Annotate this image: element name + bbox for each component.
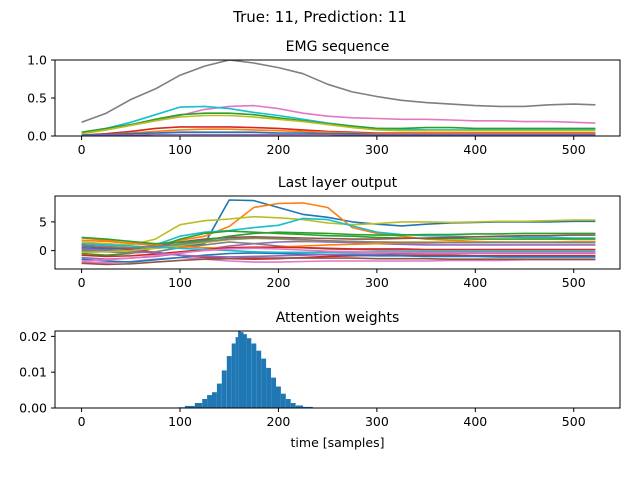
y-tick-label: 0.02 (19, 329, 47, 344)
x-tick-label: 300 (365, 142, 389, 157)
attention-bar (207, 395, 212, 408)
x-tick-label: 400 (463, 414, 487, 429)
attention-bar (194, 403, 203, 408)
panel-3: Attention weights 0 100 200 300 400 500 0.00 0.0… (19, 310, 621, 429)
attention-bar (303, 406, 313, 408)
attention-bar (276, 386, 281, 408)
attention-bar (251, 343, 257, 408)
series-line-20 (81, 237, 596, 249)
x-tick-label: 0 (78, 142, 86, 157)
x-tick-label: 300 (365, 275, 389, 290)
y-tick-label: 0.01 (19, 365, 47, 380)
attention-bar (285, 399, 291, 408)
panel-title: Last layer output (278, 175, 398, 191)
x-tick-label: 300 (365, 414, 389, 429)
series-line-3 (81, 215, 596, 246)
x-tick-label: 100 (168, 142, 192, 157)
x-tick-label: 200 (267, 414, 291, 429)
attention-bar (280, 393, 286, 408)
series-line-9 (81, 133, 596, 136)
attention-bar (246, 338, 252, 408)
attention-bar (238, 331, 241, 408)
x-tick-label: 400 (463, 142, 487, 157)
y-tick-label: 5 (39, 214, 47, 229)
x-tick-label: 200 (267, 275, 291, 290)
attention-bar (261, 358, 267, 408)
series-line-8 (81, 234, 596, 250)
attention-bar (212, 392, 217, 408)
x-tick-label: 500 (562, 275, 586, 290)
y-tick-label: 0 (39, 243, 47, 258)
attention-bar (216, 383, 222, 408)
panel-1: EMG sequence 0 100 200 300 400 500 0.0 0.5 1.0 (27, 39, 621, 157)
attention-bar (243, 334, 247, 408)
panel-frame (54, 195, 621, 270)
panel-title: Attention weights (276, 310, 400, 326)
plot-area (81, 199, 596, 266)
attention-bar (231, 343, 236, 408)
x-tick-label: 200 (267, 142, 291, 157)
attention-bar (266, 367, 271, 408)
x-tick-label: 500 (562, 142, 586, 157)
attention-bar (202, 399, 208, 408)
series-line-14 (81, 246, 596, 258)
series-line-4 (81, 217, 596, 252)
x-tick-label: 0 (78, 414, 86, 429)
panel-title: EMG sequence (286, 39, 390, 55)
series-line-5 (81, 114, 596, 135)
series-line-19 (81, 257, 596, 266)
y-tick-label: 0.0 (27, 129, 47, 144)
attention-bar (271, 377, 276, 408)
attention-bar (226, 356, 232, 408)
panel-frame (54, 330, 621, 409)
x-tick-label: 500 (562, 414, 586, 429)
y-tick-label: 0.00 (19, 401, 47, 416)
x-tick-label: 400 (463, 275, 487, 290)
x-tick-label: 100 (168, 275, 192, 290)
y-tick-label: 0.5 (27, 91, 47, 106)
series-line-1 (81, 60, 596, 124)
attention-bar (256, 350, 262, 408)
plot-area (81, 60, 596, 136)
attention-bar (235, 337, 239, 408)
attention-bar (240, 332, 244, 408)
attention-bar (184, 405, 195, 408)
x-tick-label: 100 (168, 414, 192, 429)
plot-area (178, 331, 320, 408)
series-line-18 (81, 247, 596, 262)
figure-suptitle: True: 11, Prediction: 11 (232, 8, 407, 26)
y-tick-label: 1.0 (27, 53, 47, 68)
panel-2: Last layer output 0 100 200 300 400 500 0 5 (39, 175, 621, 290)
x-tick-label: 0 (78, 275, 86, 290)
attention-bar (295, 405, 304, 408)
series-line-13 (81, 231, 596, 245)
x-axis-label: time [samples] (291, 435, 385, 450)
attention-bar (221, 370, 227, 408)
series-line-4 (81, 112, 596, 133)
attention-bar (290, 403, 296, 408)
